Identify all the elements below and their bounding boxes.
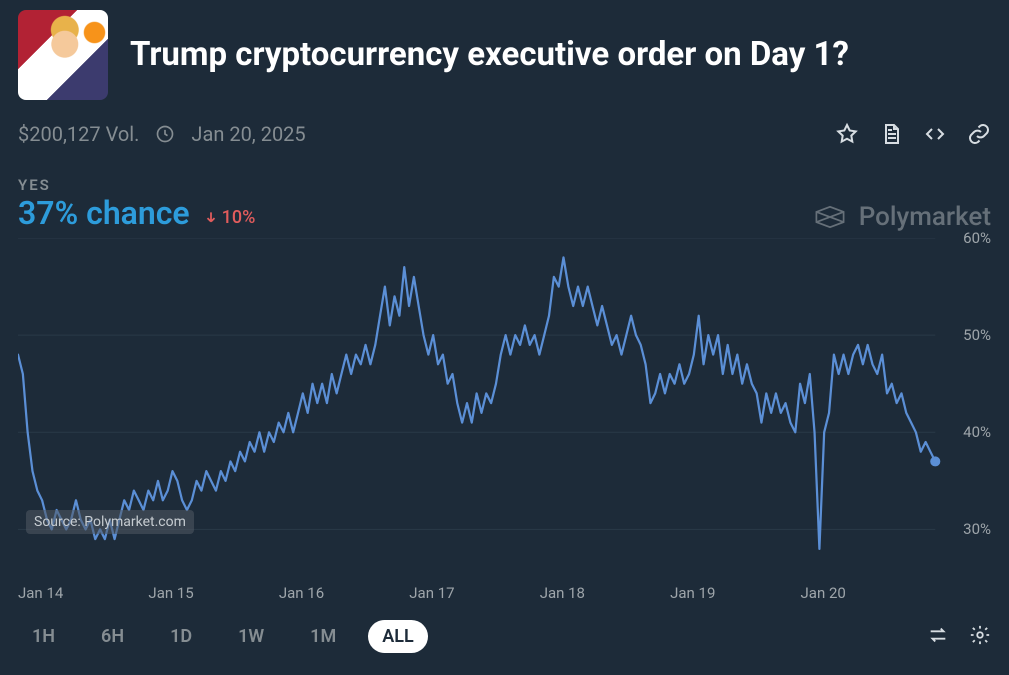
y-tick-label: 30%: [963, 520, 991, 538]
market-title: Trump cryptocurrency executive order on …: [130, 35, 849, 75]
outcome-label: YES: [18, 176, 255, 194]
x-tick-label: Jan 16: [279, 584, 409, 602]
x-axis-labels: Jan 14Jan 15Jan 16Jan 17Jan 18Jan 19Jan …: [18, 584, 991, 602]
y-tick-label: 50%: [963, 326, 991, 344]
clock-icon: [155, 124, 175, 144]
x-tick-label: Jan 20: [801, 584, 931, 602]
x-tick-label: Jan 19: [670, 584, 800, 602]
x-tick-label: Jan 14: [18, 584, 148, 602]
resolution-date: Jan 20, 2025: [191, 122, 305, 146]
range-all[interactable]: ALL: [368, 620, 427, 653]
range-1w[interactable]: 1W: [224, 620, 278, 653]
y-tick-label: 60%: [963, 229, 991, 247]
range-1h[interactable]: 1H: [18, 620, 69, 653]
action-bar: [835, 122, 991, 146]
chance-text: 37% chance: [18, 194, 190, 232]
x-tick-label: Jan 17: [409, 584, 539, 602]
volume-text: $200,127 Vol.: [18, 122, 139, 146]
brand-watermark: Polymarket: [813, 202, 991, 232]
document-icon[interactable]: [879, 122, 903, 146]
star-icon[interactable]: [835, 122, 859, 146]
time-range-selector: 1H 6H 1D 1W 1M ALL: [18, 620, 428, 653]
range-1d[interactable]: 1D: [156, 620, 206, 653]
link-icon[interactable]: [967, 122, 991, 146]
range-1m[interactable]: 1M: [296, 620, 350, 653]
gear-icon[interactable]: [969, 624, 991, 650]
compare-icon[interactable]: [927, 624, 949, 650]
source-badge: Source: Polymarket.com: [26, 510, 194, 534]
price-chart[interactable]: 30%40%50%60% Source: Polymarket.com: [18, 238, 991, 578]
y-tick-label: 40%: [963, 423, 991, 441]
delta-text: 10%: [204, 207, 256, 228]
range-6h[interactable]: 6H: [87, 620, 138, 653]
embed-icon[interactable]: [923, 122, 947, 146]
x-tick-label: Jan 15: [148, 584, 278, 602]
market-thumbnail: [18, 10, 108, 100]
x-tick-label: Jan 18: [540, 584, 670, 602]
